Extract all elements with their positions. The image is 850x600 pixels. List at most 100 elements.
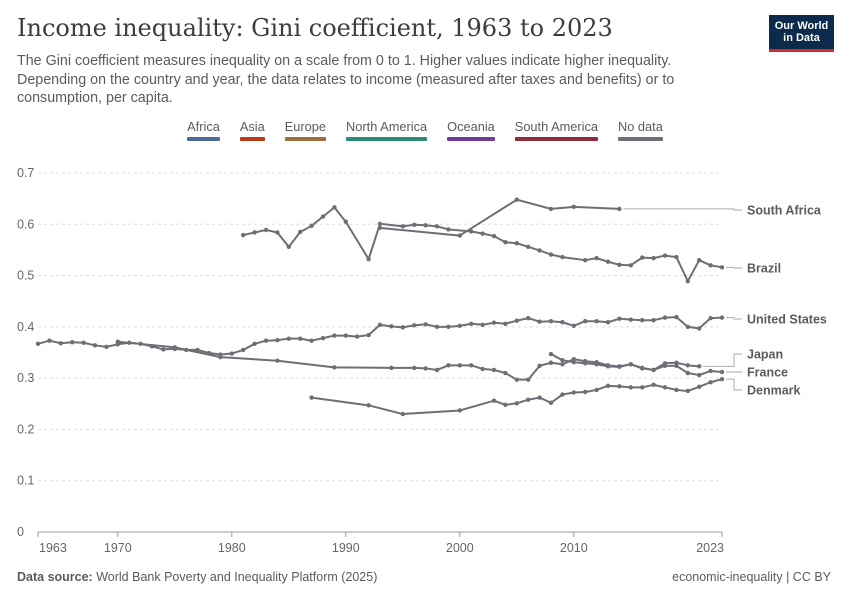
data-point <box>412 323 417 328</box>
legend-item[interactable]: Asia <box>239 119 265 141</box>
data-point <box>628 362 633 367</box>
legend-swatch <box>447 137 495 141</box>
series-label: Brazil <box>747 262 781 276</box>
data-point <box>366 403 371 408</box>
data-point <box>605 259 611 264</box>
data-point <box>389 365 394 371</box>
data-point <box>332 205 337 210</box>
data-point <box>309 223 314 229</box>
data-point <box>662 253 668 258</box>
data-point <box>548 351 554 357</box>
x-tick-label: 1963 <box>39 541 67 555</box>
series-south-africa <box>377 197 622 238</box>
data-point <box>286 336 291 341</box>
legend-swatch <box>514 137 599 141</box>
legend-item[interactable]: South America <box>514 119 599 141</box>
data-point <box>343 219 348 224</box>
legend-item[interactable]: Africa <box>187 119 220 141</box>
label-connector <box>703 353 742 367</box>
x-tick-label: 1980 <box>218 541 246 555</box>
data-source-label: Data source: <box>17 570 93 584</box>
data-point <box>697 384 702 390</box>
data-point <box>594 319 599 324</box>
data-point <box>514 377 519 382</box>
legend-swatch <box>618 137 663 141</box>
data-point <box>560 362 565 367</box>
data-point <box>548 319 554 324</box>
data-point <box>651 382 656 388</box>
data-point <box>469 363 474 368</box>
data-point <box>617 364 622 369</box>
data-point <box>560 320 565 325</box>
data-point <box>81 340 86 345</box>
data-point <box>218 354 223 360</box>
legend-swatch <box>346 137 428 141</box>
data-point <box>298 336 303 341</box>
data-point <box>697 364 702 369</box>
data-point <box>674 314 679 320</box>
data-point <box>708 368 713 374</box>
data-point <box>469 229 474 234</box>
data-point <box>537 363 542 369</box>
y-tick-label: 0.6 <box>17 217 34 231</box>
legend-label: Oceania <box>447 119 495 134</box>
data-point <box>514 318 519 323</box>
data-point <box>594 255 599 261</box>
data-point <box>514 401 519 406</box>
data-point <box>537 319 542 324</box>
data-point <box>47 338 52 343</box>
data-source-text[interactable]: World Bank Poverty and Inequality Platfo… <box>96 570 378 584</box>
data-point <box>252 230 257 235</box>
data-point <box>685 363 690 368</box>
data-point <box>651 367 656 373</box>
data-source: Data source: World Bank Poverty and Ineq… <box>17 570 377 584</box>
legend-label: Africa <box>187 119 220 134</box>
data-point <box>457 363 462 368</box>
series-line <box>117 340 723 381</box>
data-point <box>617 262 622 268</box>
data-point <box>503 240 508 245</box>
legend-item[interactable]: Oceania <box>447 119 495 141</box>
data-point <box>514 241 519 246</box>
data-point <box>275 358 280 363</box>
data-point <box>628 385 633 390</box>
data-point <box>503 321 508 326</box>
data-point <box>480 322 485 328</box>
logo-line-2: in Data <box>783 32 820 44</box>
data-point <box>309 338 314 343</box>
data-point <box>526 397 531 402</box>
data-point <box>628 263 633 268</box>
data-point <box>70 340 75 345</box>
series-label: South Africa <box>747 204 822 218</box>
label-connector <box>726 266 742 269</box>
data-point <box>457 233 462 238</box>
data-point <box>480 231 485 236</box>
legend-item[interactable]: Europe <box>284 119 327 141</box>
data-point <box>457 408 462 413</box>
data-point <box>104 344 109 350</box>
data-point <box>697 326 702 331</box>
owid-logo[interactable]: Our World in Data <box>769 15 834 52</box>
data-point <box>491 367 497 373</box>
data-point <box>560 392 565 397</box>
data-point <box>719 265 725 270</box>
data-point <box>275 230 280 235</box>
x-tick-label: 1970 <box>104 541 132 555</box>
data-point <box>662 385 668 390</box>
data-point <box>423 366 428 371</box>
data-point <box>355 334 360 339</box>
chart-attribution[interactable]: economic-inequality | CC BY <box>672 570 831 584</box>
y-tick-label: 0.3 <box>17 371 34 385</box>
data-point <box>697 372 702 378</box>
data-point <box>708 315 713 321</box>
data-point <box>571 323 576 329</box>
legend-label: South America <box>514 119 599 134</box>
legend-item[interactable]: North America <box>346 119 428 141</box>
data-point <box>58 341 63 346</box>
data-point <box>503 402 508 408</box>
data-point <box>229 351 234 356</box>
data-point <box>400 411 405 417</box>
data-point <box>685 279 690 284</box>
legend-item[interactable]: No data <box>618 119 663 141</box>
data-point <box>571 360 576 365</box>
